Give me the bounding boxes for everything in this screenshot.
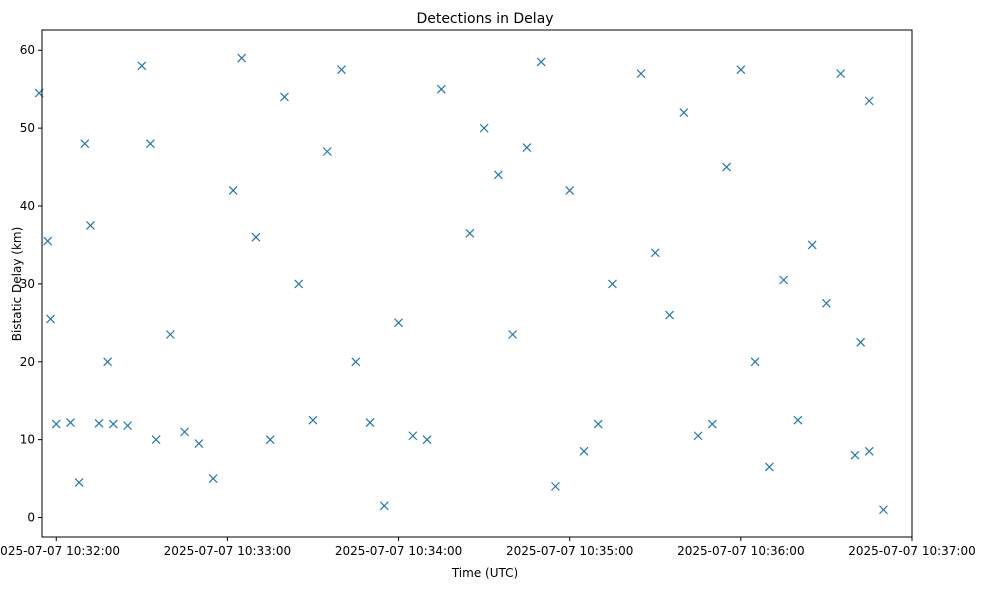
y-tick-label: 30 bbox=[20, 277, 35, 291]
data-point bbox=[793, 415, 803, 425]
data-point bbox=[679, 108, 689, 117]
data-point bbox=[365, 418, 375, 427]
data-point bbox=[351, 357, 361, 367]
data-point bbox=[536, 57, 546, 67]
data-point bbox=[636, 69, 646, 79]
x-tick-label: 2025-07-07 10:33:00 bbox=[164, 544, 291, 558]
data-point bbox=[493, 170, 503, 180]
data-point bbox=[86, 221, 95, 230]
data-point bbox=[74, 478, 84, 487]
data-point bbox=[379, 501, 389, 511]
data-point bbox=[822, 298, 831, 308]
x-axis-title: Time (UTC) bbox=[451, 566, 518, 580]
data-point bbox=[251, 232, 261, 242]
data-point bbox=[394, 318, 403, 328]
x-tick-label: 2025-07-07 10:32:00 bbox=[0, 544, 120, 558]
data-point bbox=[650, 248, 660, 258]
data-point bbox=[46, 314, 55, 324]
plot-frame bbox=[41, 29, 913, 538]
data-point bbox=[108, 419, 118, 429]
data-point bbox=[43, 236, 53, 246]
data-point bbox=[123, 421, 132, 431]
data-point bbox=[750, 357, 760, 367]
data-point bbox=[593, 419, 603, 429]
y-tick-label: 20 bbox=[20, 355, 35, 369]
data-point bbox=[693, 431, 703, 441]
y-tick-label: 0 bbox=[27, 511, 35, 525]
x-tick-label: 2025-07-07 10:36:00 bbox=[677, 544, 804, 558]
chart-title: Detections in Delay bbox=[416, 11, 553, 27]
data-point bbox=[807, 240, 817, 250]
y-axis-title: Bistatic Delay (km) bbox=[10, 227, 24, 342]
data-point bbox=[308, 415, 318, 425]
data-point bbox=[608, 279, 617, 289]
data-point bbox=[565, 186, 575, 195]
data-point bbox=[66, 418, 75, 427]
data-point bbox=[180, 427, 190, 437]
data-point bbox=[408, 431, 418, 441]
data-point bbox=[145, 139, 155, 149]
data-point bbox=[879, 505, 888, 515]
data-point bbox=[103, 357, 113, 367]
data-point bbox=[280, 92, 289, 102]
scatter-points bbox=[34, 53, 888, 515]
data-point bbox=[522, 143, 532, 153]
data-point bbox=[265, 435, 275, 445]
data-point bbox=[864, 96, 874, 106]
x-axis-ticks: 2025-07-07 10:32:00 2025-07-07 10:33:00 20… bbox=[0, 537, 976, 558]
data-point bbox=[208, 474, 218, 484]
data-point bbox=[151, 435, 161, 445]
data-point bbox=[436, 84, 446, 94]
data-point bbox=[707, 419, 717, 429]
y-tick-label: 60 bbox=[20, 43, 35, 57]
data-point bbox=[322, 147, 332, 156]
data-point bbox=[51, 419, 61, 429]
data-point bbox=[337, 65, 346, 75]
y-tick-label: 50 bbox=[20, 121, 35, 135]
y-tick-label: 40 bbox=[20, 199, 35, 213]
x-tick-label: 2025-07-07 10:35:00 bbox=[506, 544, 633, 558]
data-point bbox=[850, 450, 860, 460]
y-tick-label: 10 bbox=[20, 433, 35, 447]
data-point bbox=[422, 435, 432, 445]
data-point bbox=[165, 330, 175, 339]
data-point bbox=[722, 162, 732, 172]
data-point bbox=[665, 310, 674, 320]
data-point bbox=[551, 481, 560, 491]
x-tick-label: 2025-07-07 10:37:00 bbox=[848, 544, 975, 558]
data-point bbox=[856, 337, 866, 347]
data-point bbox=[294, 279, 304, 289]
data-point bbox=[736, 65, 746, 75]
data-point bbox=[80, 139, 90, 149]
x-tick-label: 2025-07-07 10:34:00 bbox=[335, 544, 462, 558]
data-point bbox=[864, 446, 874, 456]
data-point bbox=[137, 61, 147, 71]
data-point bbox=[465, 228, 475, 238]
data-point bbox=[94, 418, 104, 428]
data-point bbox=[479, 123, 489, 133]
y-axis-ticks: 0 10 20 30 40 50 60 bbox=[20, 43, 42, 525]
data-point bbox=[508, 330, 518, 339]
data-point bbox=[228, 186, 238, 195]
data-point bbox=[779, 275, 789, 285]
data-point bbox=[237, 53, 247, 63]
data-point bbox=[194, 439, 204, 448]
data-point bbox=[764, 462, 774, 472]
data-point bbox=[579, 446, 589, 456]
data-point bbox=[836, 69, 846, 79]
